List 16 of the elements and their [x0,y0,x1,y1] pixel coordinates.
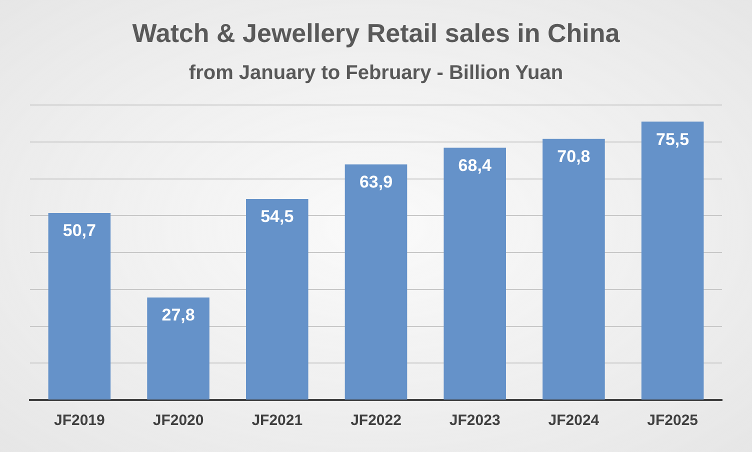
x-tick-label: JF2024 [548,412,600,430]
data-label: 63,9 [359,172,393,192]
data-label: 27,8 [162,306,195,325]
data-label: 75,5 [656,130,690,149]
x-tick-label: JF2019 [54,412,105,430]
data-label: 50,7 [62,221,96,240]
x-tick-label: JF2025 [647,412,698,430]
data-label: 70,8 [557,147,590,166]
data-label: 68,4 [458,156,492,175]
x-tick-label: JF2022 [350,412,402,430]
x-tick-label: JF2020 [152,412,204,430]
data-label: 54,5 [260,207,294,226]
chart-title: Watch & Jewellery Retail sales in China [131,18,621,49]
x-tick-label: JF2021 [252,412,303,430]
x-tick-label: JF2023 [449,412,500,430]
chart-subtitle: from January to February - Billion Yuan [188,62,564,85]
